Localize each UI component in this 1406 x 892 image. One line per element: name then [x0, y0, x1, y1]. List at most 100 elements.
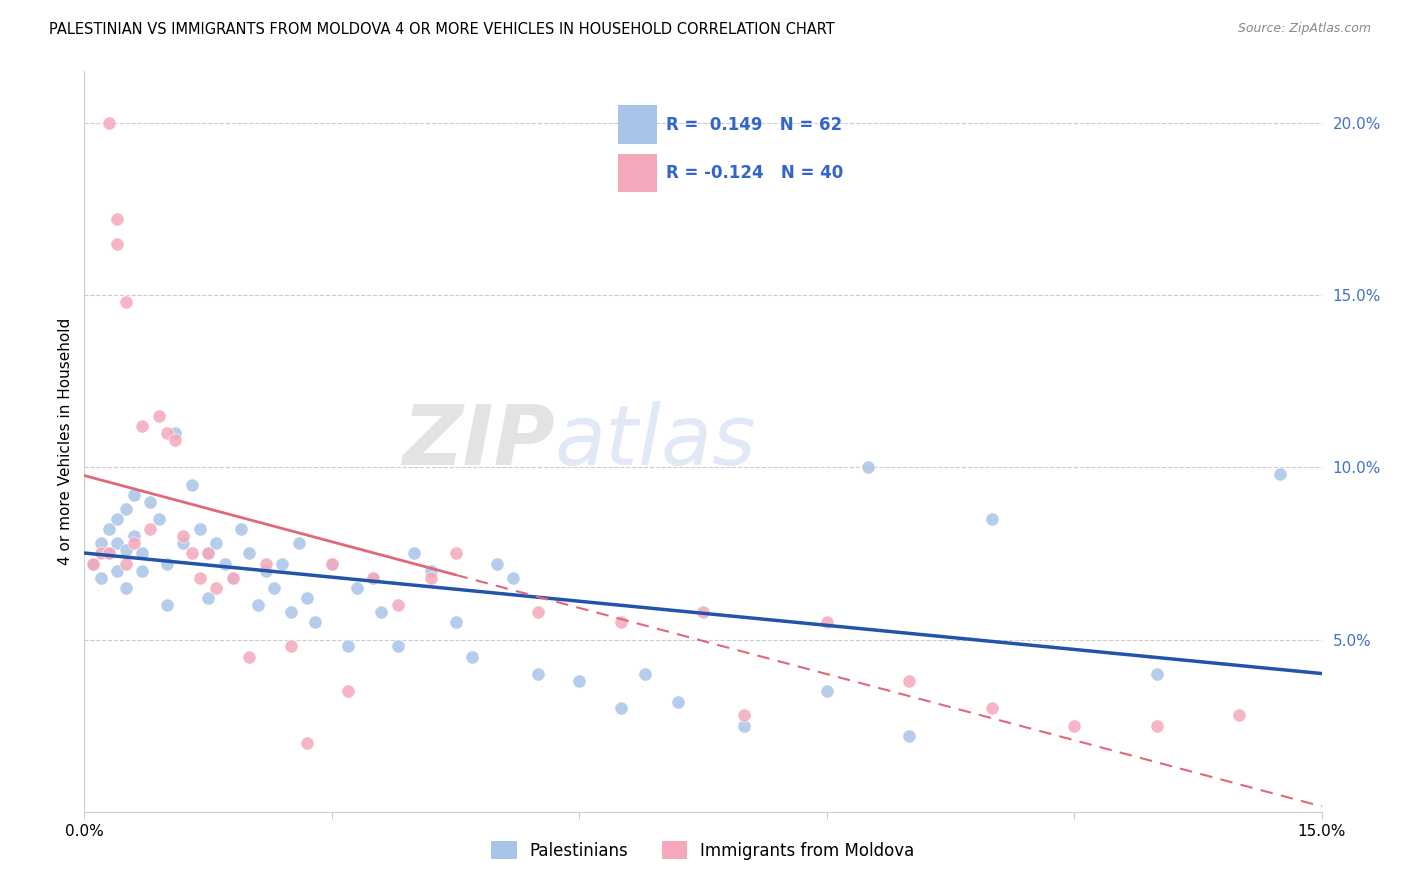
Point — [98, 546, 121, 560]
Point — [214, 557, 236, 571]
Point — [337, 640, 360, 654]
Point — [114, 295, 136, 310]
Point — [361, 570, 384, 584]
Point — [156, 557, 179, 571]
Point — [98, 116, 121, 130]
Point — [114, 557, 136, 571]
Point — [114, 543, 136, 558]
Point — [98, 546, 121, 560]
Text: Source: ZipAtlas.com: Source: ZipAtlas.com — [1237, 22, 1371, 36]
Point — [131, 419, 153, 434]
Point — [1146, 718, 1168, 732]
Point — [148, 409, 170, 423]
Point — [131, 546, 153, 560]
Point — [180, 477, 202, 491]
Point — [90, 536, 112, 550]
Point — [82, 557, 104, 571]
Text: PALESTINIAN VS IMMIGRANTS FROM MOLDOVA 4 OR MORE VEHICLES IN HOUSEHOLD CORRELATI: PALESTINIAN VS IMMIGRANTS FROM MOLDOVA 4… — [49, 22, 835, 37]
Y-axis label: 4 or more Vehicles in Household: 4 or more Vehicles in Household — [58, 318, 73, 566]
Point — [568, 673, 591, 688]
Point — [1270, 467, 1292, 482]
FancyBboxPatch shape — [617, 153, 657, 193]
Point — [180, 546, 202, 560]
Point — [361, 570, 384, 584]
Point — [105, 236, 128, 251]
Point — [856, 460, 879, 475]
Point — [419, 570, 441, 584]
Point — [898, 673, 921, 688]
FancyBboxPatch shape — [617, 105, 657, 145]
Point — [139, 495, 162, 509]
Point — [980, 701, 1002, 715]
Point — [815, 615, 838, 630]
Point — [188, 570, 211, 584]
Point — [82, 557, 104, 571]
Point — [156, 425, 179, 440]
Point — [105, 212, 128, 227]
Point — [197, 546, 219, 560]
Point — [222, 570, 245, 584]
Point — [295, 736, 318, 750]
Point — [238, 649, 260, 664]
Point — [280, 640, 302, 654]
Point — [205, 536, 228, 550]
Point — [609, 615, 631, 630]
Point — [634, 667, 657, 681]
Point — [321, 557, 343, 571]
Point — [444, 615, 467, 630]
Point — [815, 684, 838, 698]
Point — [666, 694, 689, 708]
Point — [254, 557, 277, 571]
Point — [321, 557, 343, 571]
Point — [222, 570, 245, 584]
Point — [98, 522, 121, 536]
Point — [404, 546, 426, 560]
Point — [387, 640, 409, 654]
Point — [370, 605, 392, 619]
Point — [105, 512, 128, 526]
Point — [1227, 708, 1250, 723]
Point — [197, 591, 219, 606]
Point — [692, 605, 714, 619]
Point — [271, 557, 294, 571]
Point — [165, 433, 187, 447]
Point — [1146, 667, 1168, 681]
Point — [114, 581, 136, 595]
Point — [131, 564, 153, 578]
Point — [148, 512, 170, 526]
Point — [733, 718, 755, 732]
Point — [246, 598, 269, 612]
Point — [444, 546, 467, 560]
Point — [288, 536, 311, 550]
Point — [165, 425, 187, 440]
Point — [90, 546, 112, 560]
Point — [346, 581, 368, 595]
Point — [527, 667, 550, 681]
Text: R = -0.124   N = 40: R = -0.124 N = 40 — [666, 164, 844, 182]
Point — [461, 649, 484, 664]
Text: R =  0.149   N = 62: R = 0.149 N = 62 — [666, 116, 842, 134]
Point — [280, 605, 302, 619]
Point — [263, 581, 285, 595]
Point — [139, 522, 162, 536]
Point — [733, 708, 755, 723]
Point — [229, 522, 252, 536]
Point — [122, 529, 145, 543]
Point — [90, 570, 112, 584]
Point — [898, 729, 921, 743]
Text: ZIP: ZIP — [402, 401, 554, 482]
Point — [337, 684, 360, 698]
Point — [172, 529, 194, 543]
Point — [485, 557, 508, 571]
Point — [304, 615, 326, 630]
Point — [254, 564, 277, 578]
Point — [238, 546, 260, 560]
Point — [527, 605, 550, 619]
Point — [172, 536, 194, 550]
Point — [1063, 718, 1085, 732]
Point — [205, 581, 228, 595]
Legend: Palestinians, Immigrants from Moldova: Palestinians, Immigrants from Moldova — [485, 835, 921, 866]
Point — [105, 564, 128, 578]
Point — [122, 488, 145, 502]
Point — [122, 536, 145, 550]
